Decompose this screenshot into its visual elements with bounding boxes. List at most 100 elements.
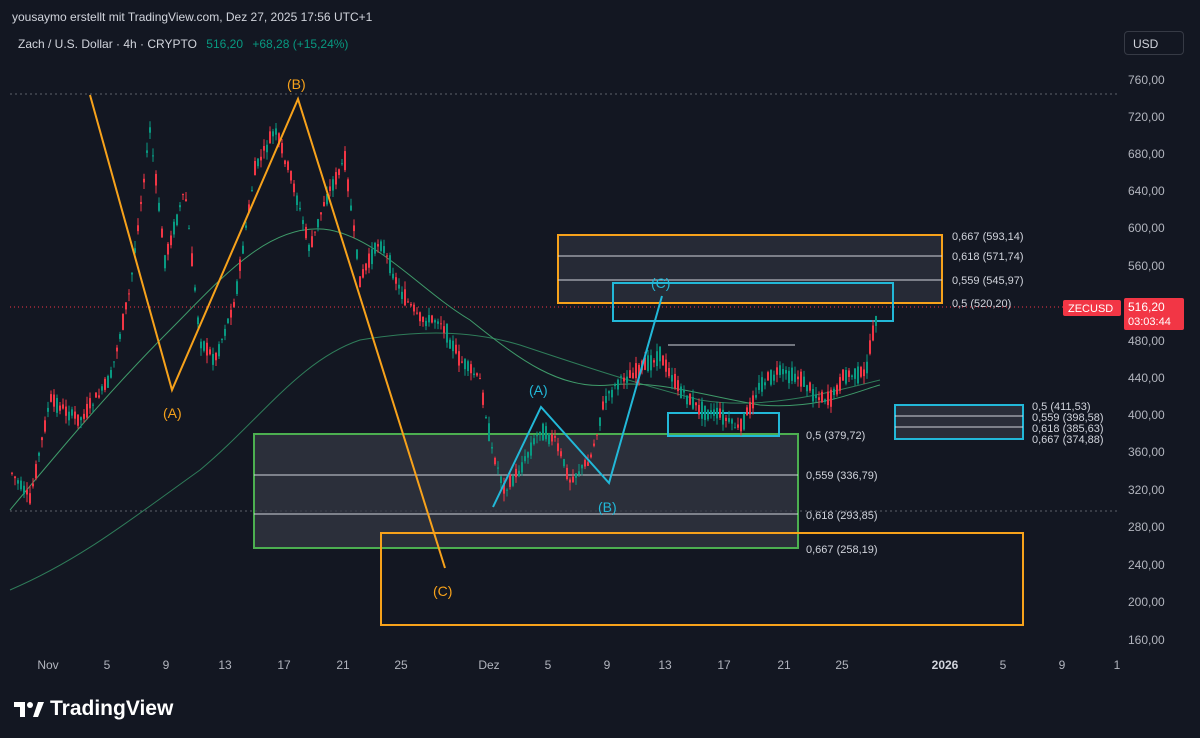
- candle-body: [689, 393, 691, 405]
- countdown-text: 03:03:44: [1128, 316, 1171, 328]
- candle-body: [497, 467, 499, 469]
- time-tick-label: 9: [604, 658, 611, 672]
- orange-abc-wave: [89, 94, 446, 569]
- time-axis[interactable]: Nov 5 9 13 17 21 25 Dez 5 9 13 17 21 25 2026 5 9 1: [37, 658, 1120, 672]
- candle-body: [23, 485, 25, 495]
- fib-label-right-0618: 0,618 (385,63): [1032, 423, 1104, 435]
- candle-body: [575, 473, 577, 478]
- candle-body: [323, 202, 325, 207]
- price-tick-label: 560,00: [1128, 259, 1165, 273]
- candle-body: [788, 370, 790, 384]
- candle-body: [815, 394, 817, 399]
- fib-label-right-0667: 0,667 (374,88): [1032, 434, 1104, 446]
- candle-body: [95, 392, 97, 398]
- moving-average-fast: [9, 228, 881, 511]
- candle-body: [683, 389, 685, 393]
- candle-body: [500, 476, 502, 484]
- candle-body: [404, 289, 406, 306]
- tradingview-logo[interactable]: TradingView: [14, 697, 173, 721]
- ticker-badge: [1063, 300, 1121, 316]
- candle-body: [20, 480, 22, 490]
- time-tick-label: 25: [394, 658, 408, 672]
- candle-body: [245, 225, 247, 228]
- candle-body: [416, 312, 418, 314]
- brand-name: TradingView: [50, 697, 174, 720]
- candle-body: [263, 146, 265, 151]
- currency-button[interactable]: USD: [1124, 31, 1184, 55]
- candle-body: [206, 342, 208, 356]
- candle-body: [143, 178, 145, 183]
- candle-body: [56, 398, 58, 413]
- price-change: +68,28 (+15,24%): [252, 37, 349, 51]
- candle-body: [656, 351, 658, 367]
- candle-body: [482, 392, 484, 405]
- candle-body: [467, 361, 469, 372]
- candle-body: [737, 424, 739, 428]
- candle-body: [719, 408, 721, 418]
- candle-body: [377, 244, 379, 247]
- candle-body: [668, 368, 670, 377]
- candle-body: [26, 489, 28, 495]
- fib-zone-top[interactable]: [557, 234, 943, 304]
- candle-body: [854, 368, 856, 379]
- candle-body: [860, 367, 862, 377]
- candle-body: [782, 368, 784, 375]
- candle-body: [83, 413, 85, 419]
- price-chart[interactable]: (A) (B) (C) (A) (B) (C) 0,667 (593,14) 0…: [0, 0, 1200, 680]
- candle-body: [722, 409, 724, 425]
- candle-body: [182, 193, 184, 195]
- footer-bar: [0, 680, 1200, 738]
- fib-zone-right[interactable]: [894, 404, 1024, 440]
- candle-body: [347, 179, 349, 192]
- candle-body: [611, 389, 613, 398]
- candle-body: [260, 156, 262, 161]
- candle-body: [179, 205, 181, 208]
- candle-body: [524, 456, 526, 462]
- orange-target-box[interactable]: [380, 532, 1024, 626]
- candle-body: [365, 263, 367, 271]
- candle-body: [134, 248, 136, 253]
- candle-body: [650, 355, 652, 371]
- candle-body: [146, 150, 148, 153]
- candle-body: [284, 160, 286, 165]
- candle-body: [344, 151, 346, 171]
- fib-label-top-0618: 0,618 (571,74): [952, 251, 1024, 263]
- price-tick-label: 200,00: [1128, 595, 1165, 609]
- time-tick-label: 2026: [932, 658, 959, 672]
- candle-body: [47, 407, 49, 412]
- candle-body: [368, 253, 370, 268]
- candle-body: [188, 228, 190, 230]
- tradingview-logo-icon: [14, 702, 44, 717]
- candle-body: [449, 339, 451, 349]
- candle-body: [398, 284, 400, 289]
- candle-body: [299, 207, 301, 210]
- candle-body: [158, 202, 160, 211]
- chart-attribution: yousaymo erstellt mit TradingView.com, D…: [12, 10, 373, 24]
- candle-body: [623, 377, 625, 382]
- price-axis[interactable]: 760,00720,00680,00640,00600,00560,00520,…: [1128, 73, 1165, 647]
- fib-label-bottom-0618: 0,618 (293,85): [806, 510, 878, 522]
- candle-body: [332, 179, 334, 191]
- cyan-resistance-box[interactable]: [612, 282, 894, 322]
- price-tick-label: 640,00: [1128, 184, 1165, 198]
- candle-body: [680, 386, 682, 399]
- candle-body: [869, 340, 871, 354]
- fib-zone-green[interactable]: [253, 433, 799, 549]
- candle-body: [470, 364, 472, 374]
- candle-body: [794, 373, 796, 382]
- symbol-header[interactable]: Zach / U.S. Dollar · 4h · CRYPTO 516,20 …: [18, 37, 348, 51]
- candle-body: [401, 291, 403, 300]
- candle-body: [758, 382, 760, 390]
- candle-body: [740, 419, 742, 432]
- price-badge-text: 516,20: [1128, 300, 1165, 314]
- candle-body: [104, 378, 106, 390]
- price-tick-label: 160,00: [1128, 633, 1165, 647]
- cyan-wave-label-b: (B): [598, 499, 617, 515]
- symbol-title: Zach / U.S. Dollar · 4h · CRYPTO: [18, 37, 197, 51]
- candle-body: [314, 231, 316, 233]
- candle-body: [473, 373, 475, 375]
- price-tick-label: 400,00: [1128, 408, 1165, 422]
- candle-body: [710, 410, 712, 413]
- fib-label-bottom-0667: 0,667 (258,19): [806, 544, 878, 556]
- price-tick-label: 680,00: [1128, 147, 1165, 161]
